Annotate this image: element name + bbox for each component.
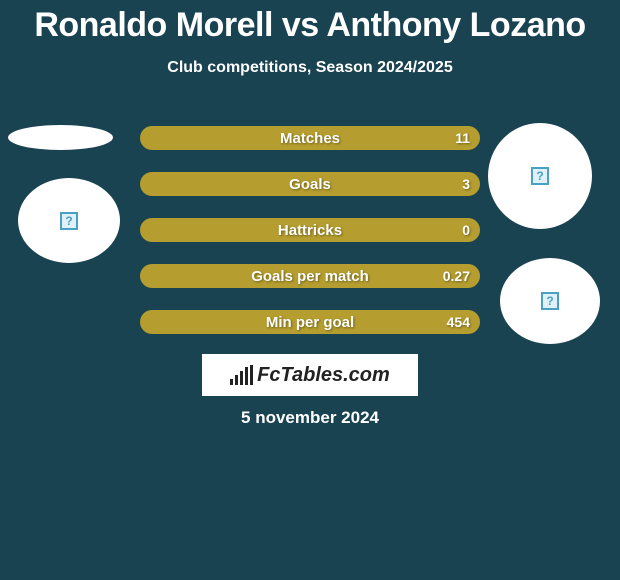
- page-title: Ronaldo Morell vs Anthony Lozano: [0, 0, 620, 45]
- stat-label: Min per goal: [266, 314, 354, 331]
- brand-box: FcTables.com: [202, 354, 418, 396]
- stats-area: Matches 11 Goals 3 Hattricks 0 Goals per…: [140, 126, 480, 356]
- stat-row-hattricks: Hattricks 0: [140, 218, 480, 242]
- stat-row-matches: Matches 11: [140, 126, 480, 150]
- placeholder-icon: [541, 292, 559, 310]
- date-line: 5 november 2024: [0, 408, 620, 428]
- brand-text: FcTables.com: [257, 364, 390, 387]
- stat-row-goals: Goals 3: [140, 172, 480, 196]
- brand-bars-icon: [230, 365, 253, 385]
- player1-ellipse: [8, 125, 113, 150]
- stat-label: Goals: [289, 176, 331, 193]
- placeholder-icon: [60, 212, 78, 230]
- stat-value: 11: [455, 130, 470, 146]
- stat-row-goals-per-match: Goals per match 0.27: [140, 264, 480, 288]
- team-avatar: [500, 258, 600, 344]
- stat-label: Matches: [280, 130, 340, 147]
- stat-label: Hattricks: [278, 222, 342, 239]
- player1-avatar: [18, 178, 120, 263]
- stat-value: 0.27: [443, 268, 470, 284]
- stat-value: 3: [462, 176, 470, 192]
- stat-row-min-per-goal: Min per goal 454: [140, 310, 480, 334]
- subtitle: Club competitions, Season 2024/2025: [0, 59, 620, 77]
- placeholder-icon: [531, 167, 549, 185]
- stat-value: 454: [447, 314, 470, 330]
- player2-avatar: [488, 123, 592, 229]
- stat-value: 0: [462, 222, 470, 238]
- stat-label: Goals per match: [251, 268, 369, 285]
